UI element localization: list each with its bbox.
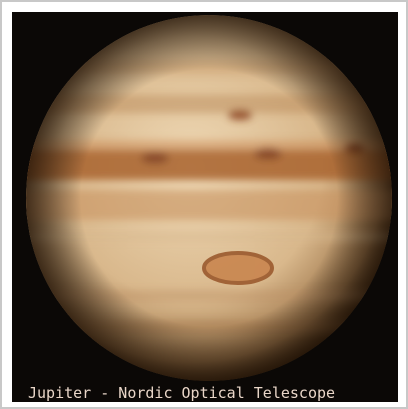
caption: Jupiter - Nordic Optical Telescope (28, 384, 335, 402)
jupiter (26, 15, 392, 381)
